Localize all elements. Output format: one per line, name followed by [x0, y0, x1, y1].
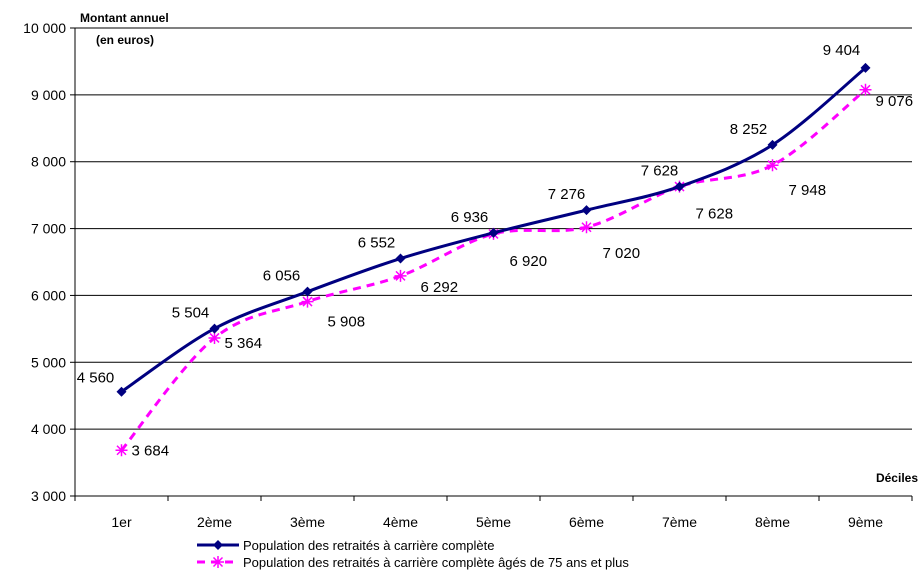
series-2-line [120, 88, 867, 452]
data-label: 3 684 [132, 442, 170, 459]
data-point-asterisk [766, 159, 779, 172]
y-tick-label: 8 000 [31, 154, 66, 170]
data-label: 4 560 [77, 370, 115, 387]
legend-marker-asterisk [212, 556, 224, 568]
y-tick-label: 7 000 [31, 221, 66, 237]
data-label: 7 628 [641, 163, 679, 180]
data-point-diamond [395, 253, 406, 264]
y-axis-ticks: 3 000 4 000 5 000 6 000 7 000 8 000 9 000 10 00… [23, 20, 75, 504]
data-point-diamond [302, 286, 313, 297]
data-point-diamond [581, 205, 592, 216]
x-tick-label: 9ème [848, 514, 883, 530]
data-label: 7 020 [603, 245, 641, 262]
data-label: 9 404 [823, 42, 861, 59]
data-label: 7 276 [548, 186, 586, 203]
x-tick-label: 5ème [476, 514, 511, 530]
y-tick-label: 10 000 [23, 20, 66, 36]
legend-label: Population des retraités à carrière comp… [243, 555, 629, 570]
data-label: 6 552 [358, 235, 396, 252]
data-label: 6 936 [451, 209, 489, 226]
data-label: 9 076 [876, 93, 914, 110]
data-label: 5 364 [225, 335, 263, 352]
legend-label: Population des retraités à carrière comp… [243, 538, 494, 553]
data-point-asterisk [208, 331, 221, 344]
y-axis-title-line2: (en euros) [96, 33, 154, 47]
data-label: 8 252 [730, 121, 768, 138]
data-label: 5 504 [172, 305, 210, 322]
data-point-diamond [767, 139, 778, 150]
data-point-diamond [860, 62, 871, 73]
x-tick-label: 4ème [383, 514, 418, 530]
data-point-asterisk [580, 221, 593, 234]
gridlines [75, 27, 912, 430]
y-tick-label: 6 000 [31, 287, 66, 303]
data-point-asterisk [301, 295, 314, 308]
x-tick-label: 3ème [290, 514, 325, 530]
series-group: 4 560 5 504 6 056 6 552 6 936 7 276 7 628 8 252… [77, 42, 913, 459]
x-tick-label: 8ème [755, 514, 790, 530]
x-tick-label: 1er [111, 514, 132, 530]
x-axis-ticks: 1er 2ème 3ème 4ème 5ème 6ème 7ème 8ème 9ème [74, 496, 913, 530]
data-point-diamond [116, 386, 127, 397]
x-tick-label: 7ème [662, 514, 697, 530]
y-tick-label: 4 000 [31, 421, 66, 437]
y-axis-title-line1: Montant annuel [80, 11, 169, 25]
x-tick-label: 6ème [569, 514, 604, 530]
legend-marker-diamond [213, 540, 223, 550]
y-tick-label: 5 000 [31, 354, 66, 370]
data-label: 5 908 [328, 314, 366, 331]
data-label: 6 292 [421, 279, 459, 296]
y-tick-label: 9 000 [31, 87, 66, 103]
data-point-asterisk [859, 83, 872, 96]
data-point-diamond [488, 227, 499, 238]
series-2 [115, 83, 872, 457]
legend: Population des retraités à carrière comp… [197, 538, 629, 570]
x-axis-title: Déciles [876, 471, 918, 485]
data-label: 6 056 [263, 268, 301, 285]
data-label: 7 948 [789, 182, 827, 199]
series-1 [116, 62, 871, 397]
data-label: 7 628 [696, 206, 734, 223]
y-tick-label: 3 000 [31, 488, 66, 504]
axes [74, 28, 912, 497]
data-point-diamond [209, 323, 220, 334]
x-tick-label: 2ème [197, 514, 232, 530]
data-point-diamond [674, 181, 685, 192]
data-point-asterisk [115, 444, 128, 457]
data-label: 6 920 [510, 253, 548, 270]
data-point-asterisk [394, 269, 407, 282]
